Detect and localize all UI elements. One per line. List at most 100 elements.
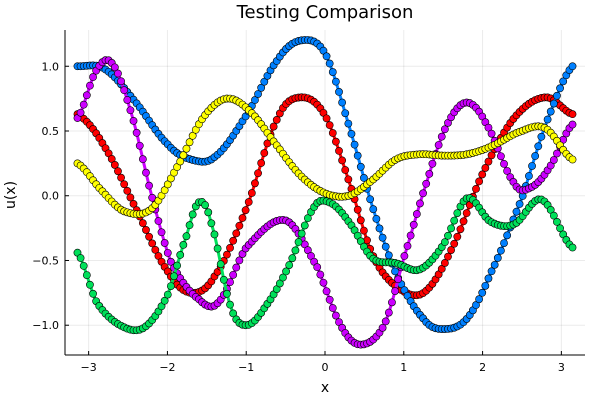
data-point: [229, 236, 238, 245]
series-3: [73, 56, 577, 349]
data-point: [384, 251, 393, 260]
data-point: [472, 184, 480, 193]
data-point: [553, 149, 561, 158]
data-point: [568, 62, 577, 71]
data-point: [166, 282, 175, 290]
data-point: [204, 208, 213, 217]
data-point: [294, 238, 303, 246]
data-point: [86, 280, 94, 289]
data-point: [82, 91, 91, 100]
data-point: [132, 128, 141, 137]
data-point: [138, 155, 147, 164]
data-point: [179, 241, 188, 249]
data-point: [391, 287, 399, 295]
data-point: [375, 224, 384, 233]
data-point: [543, 115, 552, 124]
data-point: [272, 115, 281, 124]
data-point: [142, 226, 150, 234]
data-point: [409, 220, 418, 229]
data-point: [123, 186, 132, 195]
data-point: [110, 161, 119, 169]
data-point: [123, 96, 132, 104]
data-point: [331, 311, 340, 320]
data-point: [226, 300, 234, 309]
data-point: [369, 205, 378, 214]
data-point: [213, 244, 222, 253]
data-point: [388, 298, 396, 307]
data-point: [148, 239, 157, 248]
data-point: [447, 246, 455, 254]
data-point: [89, 289, 97, 298]
data-point: [400, 252, 409, 260]
data-point: [453, 232, 462, 241]
y-tick-label: 1.0: [42, 60, 60, 73]
data-point: [241, 206, 250, 215]
data-point: [553, 91, 561, 100]
data-point: [553, 217, 561, 226]
data-point: [353, 151, 362, 160]
data-point: [487, 129, 496, 138]
data-point: [257, 83, 266, 92]
data-point: [503, 167, 512, 175]
data-point: [322, 52, 331, 61]
data-point: [440, 259, 449, 267]
data-point: [285, 261, 294, 269]
data-point: [107, 155, 116, 163]
data-point: [79, 261, 88, 270]
data-point: [160, 296, 169, 305]
data-point: [247, 189, 256, 197]
data-point: [456, 225, 465, 234]
data-point: [170, 272, 178, 281]
data-point: [356, 216, 365, 225]
data-point: [219, 275, 228, 284]
y-tick-label: 0.5: [42, 125, 60, 138]
data-point: [391, 267, 399, 276]
data-point: [117, 173, 125, 182]
data-point: [556, 84, 564, 93]
data-point: [497, 246, 505, 255]
data-point: [335, 88, 343, 96]
data-point: [549, 211, 558, 220]
data-point: [437, 132, 446, 141]
data-point: [440, 125, 449, 134]
data-point: [110, 63, 119, 72]
data-point: [500, 239, 508, 247]
series-5: [73, 194, 577, 335]
data-point: [503, 231, 512, 240]
data-point: [210, 230, 219, 239]
data-point: [497, 152, 505, 161]
y-tick-label: −0.5: [32, 254, 59, 267]
data-point: [344, 119, 353, 128]
series-2: [73, 36, 577, 333]
data-point: [525, 172, 533, 180]
data-point: [182, 232, 191, 241]
data-point: [163, 290, 172, 299]
data-point: [394, 275, 403, 284]
x-tick-label: −1: [238, 361, 254, 374]
data-point: [350, 140, 359, 149]
data-point: [419, 189, 427, 198]
data-point: [512, 207, 521, 216]
data-point: [179, 151, 188, 160]
data-point: [453, 209, 462, 217]
data-point: [269, 122, 278, 131]
data-point: [335, 146, 343, 155]
data-point: [254, 90, 262, 98]
data-point: [185, 138, 194, 147]
data-point: [360, 226, 368, 235]
data-point: [475, 295, 484, 304]
data-point: [341, 166, 350, 174]
data-point: [328, 68, 337, 76]
data-point: [157, 228, 166, 237]
data-point: [288, 254, 297, 263]
data-point: [76, 254, 85, 262]
data-point: [338, 156, 347, 165]
data-point: [515, 200, 524, 208]
data-point: [226, 243, 234, 252]
data-point: [450, 239, 459, 248]
data-series: [73, 36, 577, 349]
data-point: [316, 270, 325, 279]
x-tick-label: 2: [479, 361, 486, 374]
data-point: [188, 131, 197, 140]
data-point: [114, 167, 122, 176]
